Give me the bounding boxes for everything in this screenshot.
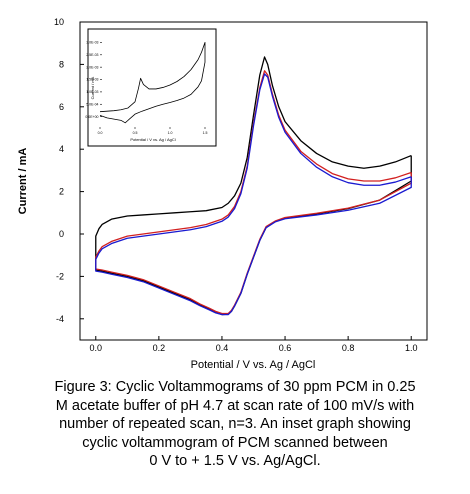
inset-y-axis-label: Current / mA — [90, 76, 95, 99]
y-tick-label: 6 — [59, 102, 64, 112]
y-tick-label: 3.0E-03 — [86, 41, 98, 45]
series-line-1 — [99, 42, 206, 124]
y-tick-label: 4 — [59, 144, 64, 154]
y-tick-label: 1.0E-03 — [86, 90, 98, 94]
main-tick-labels: 0.0 0.2 0.4 0.6 0.8 1.0 -4 -2 0 2 4 6 8 10 — [54, 17, 418, 353]
y-tick-label: -2 — [56, 271, 64, 281]
main-plot-frame — [79, 21, 428, 341]
x-tick-label: 0.8 — [342, 343, 355, 353]
y-tick-label: 2.0E-03 — [86, 65, 98, 69]
x-tick-label: 0.6 — [279, 343, 292, 353]
y-tick-label: 0.0E+00 — [85, 115, 98, 119]
x-tick-label: 0.4 — [216, 343, 229, 353]
caption-line: Figure 3: Cyclic Voltammograms of 30 ppm… — [54, 379, 416, 395]
y-axis-label: Current / mA — [17, 148, 29, 215]
caption-line: cyclic voltammogram of PCM scanned betwe… — [82, 434, 388, 451]
y-tick-label: 0 — [59, 229, 64, 239]
inset-x-axis-label: Potential / V vs. Ag / AgCl — [130, 137, 175, 142]
cv-chart: 0.0 0.2 0.4 0.6 0.8 1.0 -4 -2 0 2 4 6 8 10 Potential … — [17, 17, 428, 371]
y-tick-label: 10 — [54, 17, 64, 27]
caption-line: M acetate buffer of pH 4.7 at scan rate … — [55, 397, 415, 414]
main-series — [95, 56, 412, 316]
x-axis-label: Potential / V vs. Ag / AgCl — [191, 359, 316, 371]
x-tick-label: 1.5 — [203, 131, 208, 135]
x-tick-label: 1.0 — [405, 343, 418, 353]
x-tick-label: 1.0 — [168, 131, 173, 135]
inset-series — [99, 42, 206, 124]
caption-line: number of repeated scan, n=3. An inset g… — [59, 416, 411, 432]
y-tick-label: -4 — [56, 314, 64, 324]
x-tick-label: 0.5 — [133, 131, 138, 135]
y-tick-label: 2 — [59, 187, 64, 197]
y-tick-label: 2.5E-03 — [86, 53, 98, 57]
series-line-3 — [95, 73, 412, 316]
figure-caption: Figure 3: Cyclic Voltammograms of 30 ppm… — [10, 378, 460, 471]
inset-ticks — [99, 42, 206, 129]
x-tick-label: 0.0 — [98, 131, 103, 135]
y-tick-label: 8 — [59, 59, 64, 69]
caption-line: 0 V to + 1.5 V vs. Ag/AgCl. — [149, 453, 321, 469]
main-ticks — [80, 21, 412, 340]
inset-chart: 0.0 0.5 1.0 1.5 0.0E+00 5.0E-04 1.0E-03 1.5E-03… — [85, 28, 217, 147]
inset-tick-labels: 0.0 0.5 1.0 1.5 0.0E+00 5.0E-04 1.0E-03 1.5E-03… — [85, 41, 207, 135]
x-tick-label: 0.2 — [153, 343, 166, 353]
y-tick-label: 1.5E-03 — [86, 78, 98, 82]
inset-frame — [87, 28, 217, 147]
x-tick-label: 0.0 — [90, 343, 103, 353]
y-tick-label: 5.0E-04 — [86, 102, 98, 106]
